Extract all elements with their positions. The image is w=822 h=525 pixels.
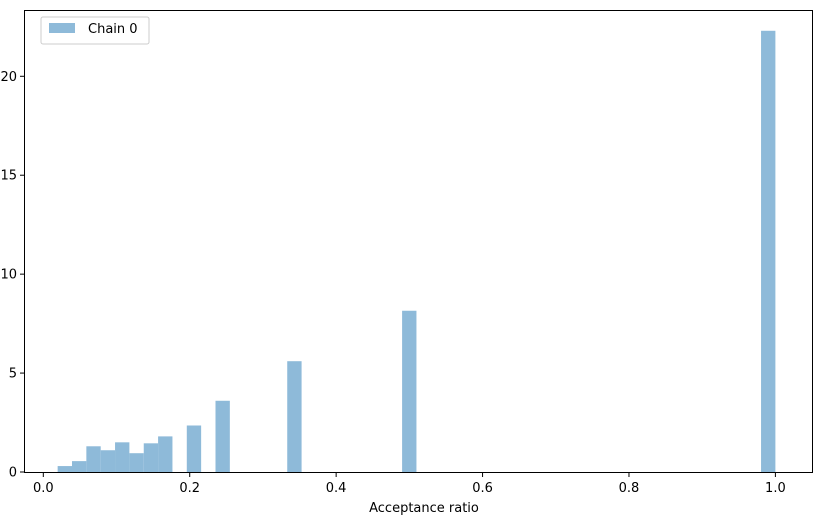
y-tick-label: 0 xyxy=(9,466,17,481)
histogram-bar xyxy=(402,310,417,472)
legend: Chain 0 xyxy=(40,16,150,45)
x-tick-label: 0.2 xyxy=(179,481,200,496)
x-tick-label: 0.0 xyxy=(33,481,54,496)
x-tick-label: 0.4 xyxy=(326,481,347,496)
y-tick-label: 15 xyxy=(0,169,17,184)
histogram-bar xyxy=(186,425,202,472)
histogram-bar xyxy=(129,453,144,472)
histogram-bar xyxy=(287,361,302,472)
x-axis-label: Acceptance ratio xyxy=(369,501,479,516)
plot-frame xyxy=(24,10,813,473)
y-tick-label: 20 xyxy=(0,70,17,85)
histogram-bar xyxy=(215,400,230,472)
y-tick-label: 10 xyxy=(0,268,17,283)
histogram-bar xyxy=(100,450,116,472)
histogram-bar xyxy=(57,466,73,472)
legend-swatch xyxy=(49,23,75,33)
histogram-bar xyxy=(158,436,173,472)
x-axis-ticks: 0.0 0.2 0.4 0.6 0.8 1.0 xyxy=(33,472,786,496)
histogram-bar xyxy=(761,30,776,473)
histogram-bar xyxy=(115,442,130,472)
histogram-bar xyxy=(143,443,159,472)
histogram-bars xyxy=(57,30,776,473)
x-tick-label: 0.8 xyxy=(619,481,640,496)
x-tick-label: 0.6 xyxy=(472,481,493,496)
histogram-bar xyxy=(72,461,87,472)
y-axis-ticks: 0 5 10 15 20 xyxy=(0,70,25,481)
histogram-bar xyxy=(86,446,101,472)
y-tick-label: 5 xyxy=(9,367,17,382)
legend-label: Chain 0 xyxy=(88,22,138,37)
x-tick-label: 1.0 xyxy=(765,481,786,496)
